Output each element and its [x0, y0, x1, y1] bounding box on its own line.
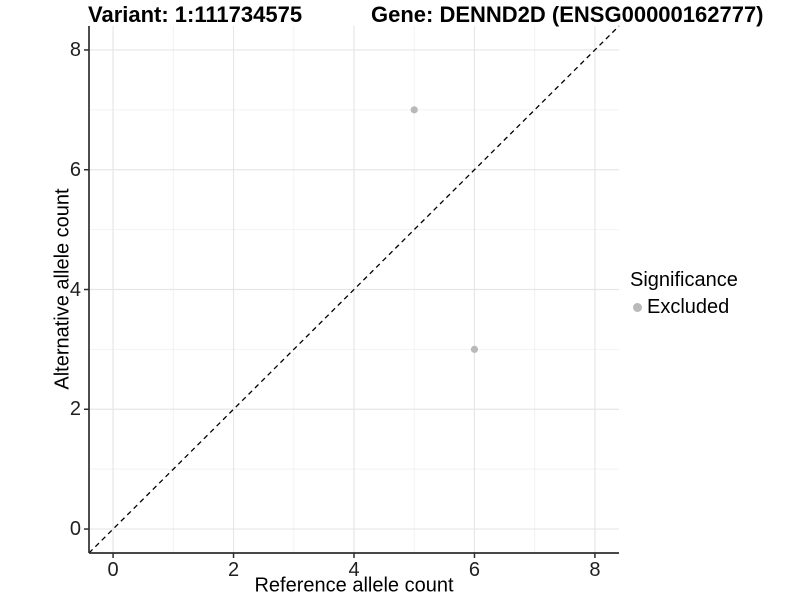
identity-reference-line	[88, 25, 620, 554]
variant-title: Variant: 1:111734575	[88, 2, 303, 27]
x-tick-label: 2	[227, 559, 240, 581]
y-tick-label: 0	[69, 518, 81, 541]
y-tick-label: 6	[69, 158, 81, 181]
legend-item-excluded: Excluded	[633, 296, 738, 318]
x-tick-label: 8	[589, 559, 601, 581]
legend: Significance Excluded	[630, 269, 738, 318]
y-tick-label: 8	[69, 38, 81, 61]
data-point	[470, 345, 479, 353]
excluded-point-icon	[633, 302, 642, 312]
x-axis-title: Reference allele count	[254, 574, 454, 597]
y-tick-label: 2	[69, 398, 81, 421]
legend-title: Significance	[630, 269, 738, 291]
data-point	[410, 106, 418, 114]
y-tick-label: 4	[69, 278, 81, 301]
gene-title: Gene: DENND2D (ENSG00000162777)	[371, 2, 764, 27]
x-tick-label: 0	[107, 559, 119, 581]
x-tick-label: 6	[468, 559, 481, 581]
x-tick-label: 4	[348, 559, 360, 581]
legend-item-label: Excluded	[647, 296, 730, 318]
